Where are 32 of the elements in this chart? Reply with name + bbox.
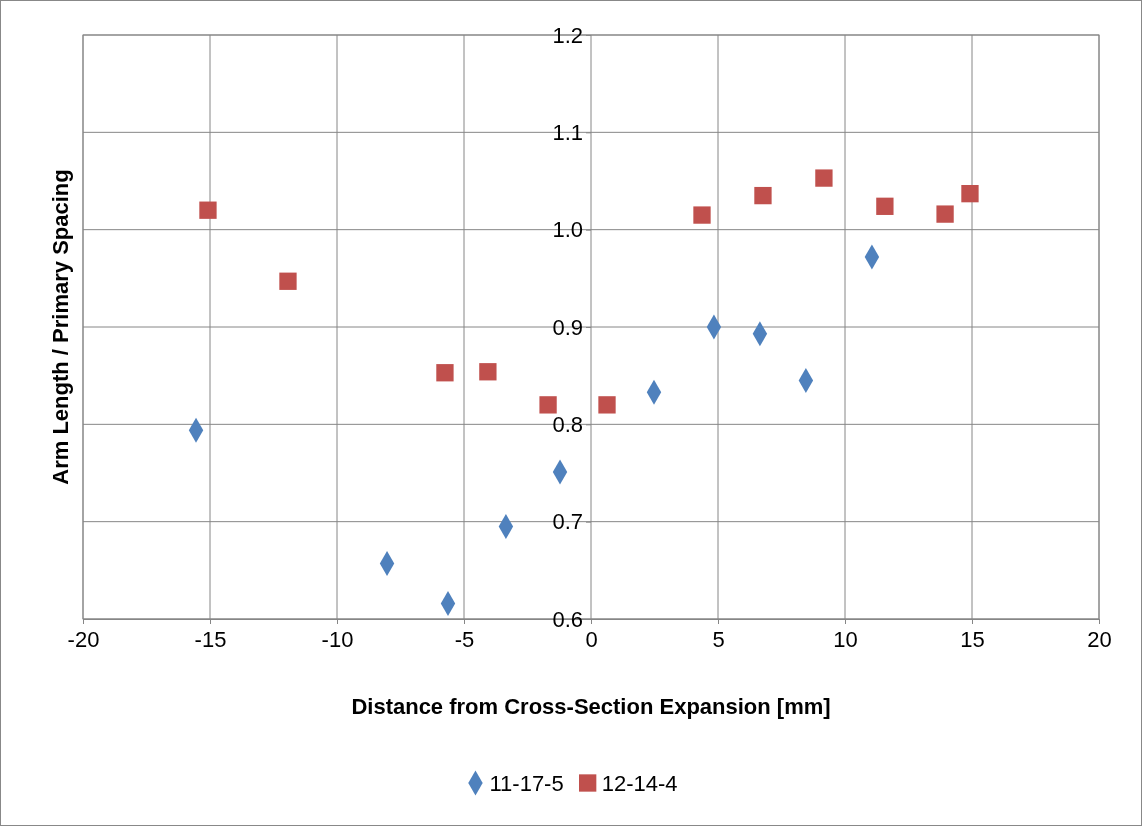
- point: [936, 205, 954, 223]
- x-tick-label: 0: [585, 626, 598, 652]
- y-axis-title: Arm Length / Primary Spacing: [48, 169, 73, 485]
- point: [815, 169, 833, 187]
- point: [598, 396, 616, 414]
- x-tick-label: 20: [1087, 626, 1112, 652]
- x-tick-label: -15: [194, 626, 227, 652]
- x-tick-label: -5: [454, 626, 475, 652]
- x-axis-title: Distance from Cross-Section Expansion [mm]: [351, 694, 831, 719]
- y-tick-label: 0.7: [552, 509, 583, 535]
- y-tick-label: 0.8: [552, 411, 583, 437]
- y-tick-label: 1.1: [552, 119, 583, 145]
- x-tick-label: 5: [712, 626, 725, 652]
- point: [279, 272, 297, 290]
- y-tick-label: 1.2: [552, 22, 583, 48]
- x-tick-label: 15: [960, 626, 985, 652]
- x-tick-label: -20: [67, 626, 100, 652]
- point: [693, 206, 711, 224]
- y-tick-label: 1.0: [552, 217, 583, 243]
- point: [961, 184, 979, 203]
- point: [754, 186, 772, 205]
- x-tick-label: 10: [833, 626, 858, 652]
- point: [876, 197, 894, 215]
- y-tick-label: 0.9: [552, 314, 583, 340]
- point: [539, 396, 557, 414]
- legend-label: 11-17-5: [489, 770, 564, 796]
- point: [436, 364, 454, 382]
- point: [199, 201, 217, 219]
- y-tick-label: 0.6: [552, 606, 583, 632]
- legend-label: 12-14-4: [601, 770, 678, 796]
- x-tick-label: -10: [321, 626, 354, 652]
- point: [479, 363, 497, 381]
